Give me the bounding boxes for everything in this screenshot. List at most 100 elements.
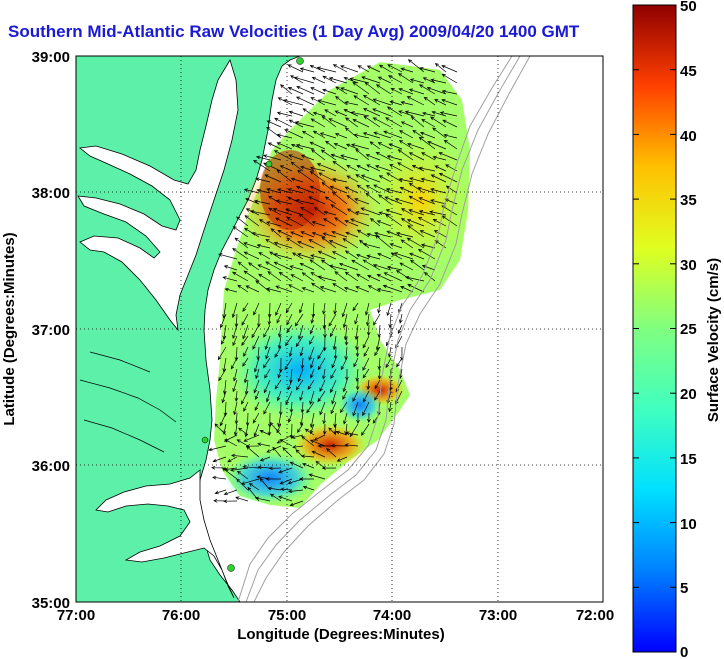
velocity-arrow [324,196,337,205]
velocity-arrow [237,284,249,293]
velocity-arrow [277,188,293,194]
velocity-arrow [386,106,403,117]
velocity-arrow [345,431,359,436]
velocity-arrow [346,208,359,216]
velocity-arrow [264,335,271,351]
x-tick-label: 74:00 [373,607,411,624]
velocity-arrow [398,88,414,95]
velocity-arrow [422,77,436,84]
velocity-arrow [364,81,381,95]
velocity-arrow [290,177,304,183]
velocity-arrow [232,226,249,238]
velocity-arrow [366,232,381,238]
velocity-arrow [352,81,370,95]
velocity-arrow [230,357,238,370]
velocity-arrow [243,242,260,249]
velocity-arrow [279,84,293,95]
velocity-arrow [232,379,238,393]
velocity-arrow [334,110,348,117]
velocity-arrow [407,284,425,293]
velocity-arrow [258,273,271,282]
velocity-arrow [317,250,337,260]
velocity-arrow [331,251,348,260]
velocity-arrow [439,111,458,117]
velocity-arrow [377,324,382,338]
x-axis-title: Longitude (Degrees:Minutes) [237,626,445,643]
velocity-arrow [309,171,326,183]
y-tick-label: 38:00 [32,185,70,202]
velocity-arrow [278,495,293,502]
velocity-arrow [253,302,260,316]
velocity-arrow [294,121,315,128]
velocity-arrow [309,357,315,369]
velocity-arrow [331,230,348,238]
velocity-arrow [275,285,293,293]
velocity-arrow [376,220,392,227]
velocity-arrow [309,412,315,428]
velocity-arrow [354,313,359,325]
velocity-arrow [268,207,282,216]
velocity-arrow [334,133,348,139]
velocity-arrow [266,120,282,128]
velocity-arrow [267,271,282,282]
velocity-arrow [253,199,271,205]
velocity-arrow [259,430,271,436]
velocity-arrow [377,252,392,260]
velocity-arrow [330,379,337,394]
velocity-arrow [365,192,381,205]
velocity-arrow [244,227,260,238]
velocity-arrow [357,65,370,73]
velocity-arrow [323,218,337,227]
velocity-arrow [321,115,337,128]
velocity-arrow [286,237,304,249]
velocity-arrow [298,302,304,314]
velocity-arrow [355,346,360,358]
velocity-arrow [388,143,403,150]
velocity-arrow [322,302,326,315]
river [79,351,177,453]
velocity-arrow [405,275,425,282]
velocity-arrow [321,236,337,249]
velocity-arrow [412,129,425,139]
velocity-arrow [288,119,304,128]
map-title: Southern Mid-Atlantic Raw Velocities (1 … [8,22,580,41]
velocity-arrow [252,412,260,424]
velocity-arrow [277,324,282,338]
velocity-arrow [377,357,382,371]
velocity-arrow [232,368,238,382]
velocity-arrow [218,368,227,382]
velocity-arrow [374,379,381,390]
velocity-arrow [208,445,227,452]
velocity-arrow [266,126,282,139]
velocity-arrow [430,116,447,128]
velocity-arrow [438,172,458,183]
velocity-arrow [372,263,392,271]
velocity-arrow [430,199,447,205]
velocity-arrow [221,390,227,404]
velocity-arrow [297,169,315,183]
velocity-arrow [408,195,425,205]
velocity-arrow [353,357,359,368]
velocity-arrow [266,287,282,293]
velocity-arrow [397,149,414,161]
velocity-arrow [253,379,260,394]
velocity-arrow [300,454,315,459]
velocity-arrow [277,412,282,428]
velocity-arrow [311,76,326,84]
velocity-arrow [263,379,271,394]
velocity-arrow [430,78,447,84]
velocity-arrow [367,285,381,293]
velocity-arrow [277,368,282,379]
velocity-arrow [231,453,249,458]
velocity-arrow [389,100,403,106]
velocity-arrow [340,154,359,161]
velocity-arrow [409,252,425,260]
velocity-arrow [333,143,348,150]
velocity-arrow [256,243,271,249]
velocity-arrow [252,335,260,350]
velocity-arrow [335,96,348,106]
velocity-arrow [311,221,326,227]
velocity-arrow [298,213,315,227]
velocity-arrow [366,379,371,391]
velocity-arrow [267,486,282,491]
